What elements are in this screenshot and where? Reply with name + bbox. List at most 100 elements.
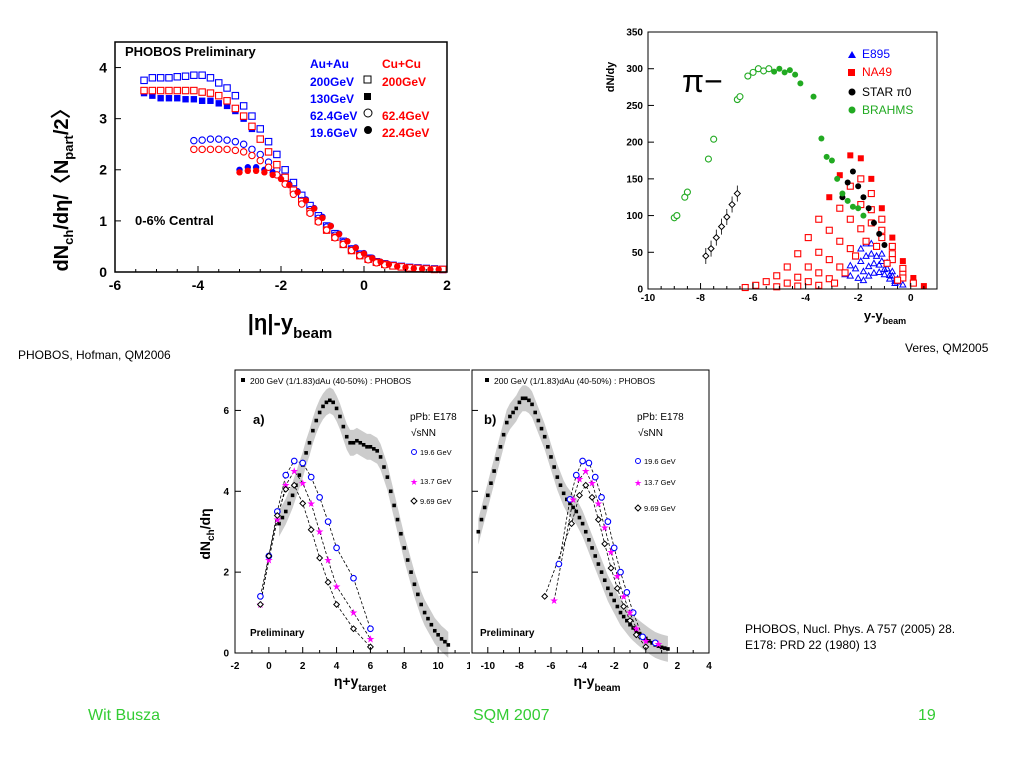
- data-point: [781, 69, 788, 76]
- data-point: [297, 200, 306, 208]
- data-point: [148, 86, 157, 95]
- data-point: [429, 622, 434, 627]
- data-point: [223, 84, 231, 92]
- data-point: [248, 122, 256, 131]
- data-point: [264, 137, 273, 146]
- data-point: ★: [632, 624, 641, 635]
- data-point: [867, 239, 876, 247]
- data-point: [256, 135, 265, 143]
- data-point: [823, 153, 830, 160]
- data-point: [355, 438, 359, 443]
- data-point: [501, 432, 506, 437]
- data-point: [617, 568, 624, 576]
- data-point: [350, 574, 357, 582]
- data-point: [361, 442, 366, 447]
- data-point: [749, 68, 757, 76]
- x-tick-label: 12: [466, 661, 470, 672]
- legend-b-9: [634, 504, 642, 512]
- data-point: [909, 279, 917, 287]
- data-point: [783, 279, 791, 287]
- data-point: [783, 263, 791, 271]
- data-point: [604, 518, 612, 525]
- data-point: [765, 65, 773, 73]
- data-point: [331, 234, 339, 242]
- data-point: [257, 593, 264, 600]
- data-point: [885, 274, 894, 282]
- data-point: [435, 266, 442, 273]
- x-tick-label: 6: [368, 661, 374, 672]
- data-point: [601, 540, 609, 548]
- data-point: [286, 181, 293, 189]
- data-point: [282, 485, 290, 493]
- data-point: [198, 88, 206, 96]
- data-point: [834, 175, 841, 182]
- data-point: [634, 628, 639, 633]
- dashed-fit-line: [259, 484, 371, 648]
- data-point: [174, 95, 181, 102]
- data-point: [514, 406, 519, 411]
- legend-marker-star: [848, 88, 856, 96]
- data-point: [836, 172, 843, 179]
- y-tick-label: 150: [626, 174, 643, 185]
- plot-frame: [471, 369, 710, 654]
- data-point: [870, 268, 878, 276]
- data-point: [736, 93, 744, 101]
- data-point: [190, 145, 198, 154]
- panel-a-legend-19: 19.6 GeV: [420, 448, 452, 457]
- data-point: [273, 512, 281, 520]
- legend-marker-au19: [364, 126, 372, 134]
- data-point: [899, 258, 906, 265]
- data-point: [311, 428, 315, 433]
- panel-a-annotation: Preliminary: [250, 628, 305, 639]
- data-point: [368, 445, 373, 449]
- data-point: ★: [594, 499, 603, 510]
- data-point: [804, 263, 812, 271]
- data-point: ★: [581, 467, 590, 478]
- data-point: [888, 271, 897, 279]
- data-point: [248, 151, 256, 160]
- data-point: ★: [324, 556, 333, 567]
- data-point: [792, 71, 799, 78]
- panel-b-legend: 19.6 GeV ★ 13.7 GeV 9.69 GeV: [634, 457, 676, 513]
- data-point: [365, 445, 369, 449]
- x-tick-label: 4: [334, 661, 340, 672]
- data-point: ★: [349, 608, 358, 619]
- data-point: [520, 396, 525, 401]
- legend-brahms: BRAHMS: [862, 103, 913, 117]
- data-point: [341, 424, 346, 429]
- data-point: [623, 589, 631, 596]
- data-point: [536, 418, 541, 423]
- data-point: [860, 194, 867, 201]
- data-point: [549, 455, 553, 459]
- data-point: [561, 491, 566, 496]
- y-tick-label: 6: [223, 406, 229, 417]
- data-point: [794, 273, 802, 281]
- data-point: [704, 155, 712, 163]
- data-point: [849, 203, 856, 210]
- data-point: [773, 272, 781, 280]
- data-point: [333, 544, 340, 552]
- data-point: [190, 71, 198, 79]
- data-point: [844, 197, 851, 204]
- data-point: [762, 278, 770, 286]
- data-point: ★: [619, 592, 628, 603]
- panel-b-annotation: Preliminary: [480, 628, 535, 639]
- data-point: [157, 95, 164, 102]
- data-point: ★: [290, 467, 299, 478]
- data-point: ★: [273, 515, 282, 526]
- x-tick-label: -2: [854, 293, 863, 304]
- pion-chart: -10 -8 -6 -4 -2 0 0 50 100 150 200 250 300 350 π− dN/…: [605, 28, 938, 326]
- data-point: [594, 516, 602, 524]
- y-tick-label: 2: [99, 162, 107, 178]
- data-point: [299, 459, 307, 467]
- data-point: [825, 275, 833, 283]
- data-point: [498, 445, 503, 449]
- data-point: [294, 189, 301, 196]
- data-point: [885, 271, 894, 278]
- legend-marker-brahms: [848, 106, 856, 114]
- x-tick-label: 8: [402, 661, 408, 672]
- data-point: [482, 505, 487, 510]
- data-point: [322, 226, 331, 234]
- data-point: [852, 252, 860, 260]
- data-point: [610, 544, 618, 552]
